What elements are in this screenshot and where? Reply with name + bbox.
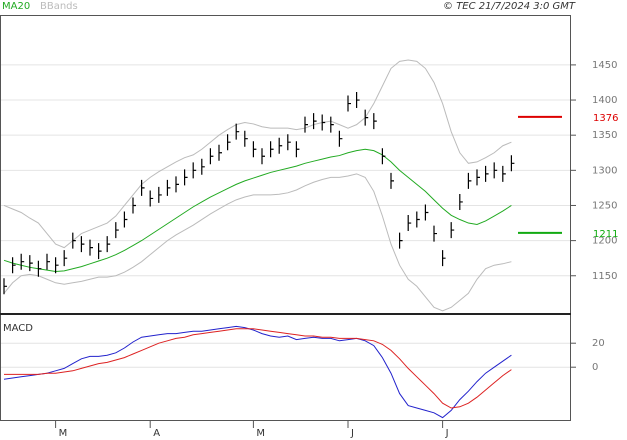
price-bar (510, 155, 515, 172)
price-bar (450, 222, 455, 239)
price-bar (80, 236, 85, 253)
price-bar (399, 232, 403, 249)
y-tick-label: 1350 (592, 130, 617, 141)
bband-lower (3, 173, 512, 312)
price-bar (175, 176, 179, 193)
price-bar (149, 190, 154, 207)
price-bar (295, 141, 300, 158)
price-bar (132, 197, 136, 214)
price-bar (12, 257, 16, 274)
price-bar (192, 162, 197, 179)
macd-line (3, 325, 512, 419)
price-bar (407, 215, 412, 232)
price-bar (166, 179, 171, 196)
y-tick-label: 1200 (592, 236, 617, 247)
macd-line (4, 328, 512, 409)
y-tick-label: 1150 (592, 271, 617, 282)
y-tick-label: 1450 (592, 60, 617, 71)
price-bar (330, 116, 334, 133)
price-bar (227, 134, 231, 151)
x-tick-label: A (153, 428, 160, 439)
price-bar (46, 253, 50, 270)
price-bar (476, 169, 480, 186)
price-bar (502, 165, 506, 182)
price-bar (29, 255, 33, 272)
frame (0, 15, 571, 421)
price-bar (287, 134, 291, 151)
price-bar (416, 211, 420, 228)
price-bar (184, 169, 188, 186)
price-bar (158, 186, 162, 203)
price-bar (433, 225, 437, 242)
price-bar (347, 95, 351, 112)
price-bar (356, 92, 360, 109)
price-bar (424, 204, 429, 221)
price-bar (252, 141, 257, 158)
price-bar (442, 250, 446, 267)
y-tick-label: 1400 (592, 95, 617, 106)
price-bar (381, 148, 386, 165)
price-bar (304, 116, 308, 133)
price-bar (123, 211, 128, 228)
x-tick-label: J (350, 428, 354, 439)
price-bar (235, 123, 240, 140)
legend-bbands: BBands (40, 1, 78, 12)
level-label: 1376 (593, 113, 618, 124)
price-bar (55, 257, 59, 274)
price-bar (459, 193, 463, 210)
price-bar (115, 222, 119, 239)
price-bar (390, 172, 394, 189)
bband-upper (3, 59, 512, 249)
macd-title: MACD (3, 323, 33, 334)
x-tick-label: M (59, 428, 68, 439)
price-bar (72, 232, 76, 249)
price-bar (278, 137, 283, 154)
price-bar (209, 148, 214, 165)
price-bar (321, 114, 326, 131)
y-tick-label: 20 (592, 338, 605, 349)
price-bar (485, 165, 489, 182)
level-label: 1211 (593, 229, 618, 240)
price-bar (467, 172, 472, 189)
x-tick-label: M (256, 428, 265, 439)
price-bar (270, 141, 274, 158)
y-tick-label: 1300 (592, 165, 617, 176)
x-tick-label: J (445, 428, 449, 439)
price-bar (37, 260, 42, 277)
price-bar (141, 179, 145, 196)
price-bar (201, 158, 205, 175)
price-bar (20, 253, 25, 270)
price-bar (261, 148, 265, 165)
price-bar (244, 130, 248, 147)
price-bar (106, 236, 111, 253)
price-bar (89, 239, 93, 256)
price-bar (98, 243, 102, 260)
y-tick-label: 1250 (592, 200, 617, 211)
price-bar (493, 162, 498, 179)
price-bar (338, 130, 343, 147)
price-bar (63, 250, 68, 267)
price-bar (3, 278, 7, 295)
price-bar (218, 144, 222, 161)
price-bar (373, 113, 377, 130)
ma20-line (3, 148, 512, 273)
price-bar (364, 109, 369, 126)
credit: © TEC 21/7/2024 3:0 GMT (443, 1, 576, 12)
y-tick-label: 0 (592, 362, 598, 373)
legend-ma20: MA20 (2, 1, 30, 12)
price-bar (313, 113, 317, 130)
